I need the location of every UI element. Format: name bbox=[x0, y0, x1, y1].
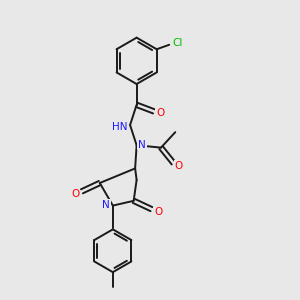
Text: N: N bbox=[138, 140, 146, 150]
Text: O: O bbox=[154, 206, 162, 217]
Text: O: O bbox=[174, 161, 183, 171]
Text: O: O bbox=[156, 108, 164, 118]
Text: Cl: Cl bbox=[172, 38, 183, 48]
Text: N: N bbox=[102, 200, 110, 210]
Text: HN: HN bbox=[112, 122, 128, 131]
Text: O: O bbox=[71, 189, 79, 199]
